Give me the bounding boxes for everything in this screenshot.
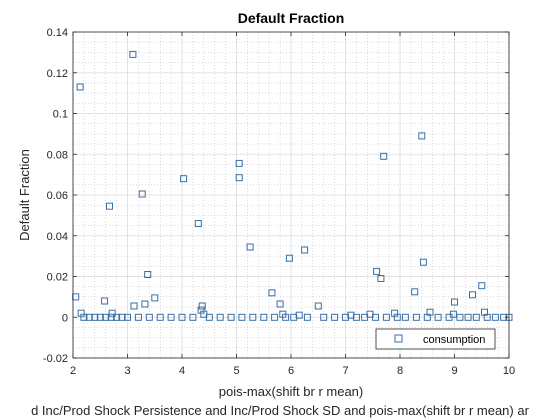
chart-title: Default Fraction (238, 10, 345, 26)
data-point (451, 298, 458, 306)
data-point (235, 174, 243, 182)
x-axis-ticks: 2 3 4 5 6 7 8 9 10 (70, 32, 515, 377)
data-point (124, 313, 131, 321)
data-point (352, 313, 360, 321)
y-axis-label: Default Fraction (17, 149, 32, 241)
data-point (456, 313, 464, 321)
x-tick-label: 6 (288, 365, 294, 377)
data-point (198, 302, 206, 310)
y-tick-label: 0 (62, 312, 68, 324)
data-point (303, 313, 311, 321)
y-tick-label: 0.14 (47, 27, 68, 39)
data-point (290, 313, 298, 321)
data-point (434, 313, 442, 321)
data-point (249, 313, 257, 321)
data-point (76, 83, 84, 91)
data-point (331, 313, 339, 321)
data-point (320, 313, 328, 321)
data-point (235, 159, 243, 167)
data-point (314, 302, 322, 310)
data-point (380, 152, 388, 160)
data-point (393, 313, 401, 321)
data-point (156, 313, 164, 321)
data-point (216, 313, 224, 321)
data-point (282, 313, 290, 321)
data-point (129, 50, 137, 58)
y-tick-label: 0.12 (47, 68, 68, 80)
y-tick-label: 0.02 (47, 272, 68, 284)
data-point (144, 271, 152, 278)
y-tick-label: 0.04 (47, 231, 68, 243)
data-point (96, 313, 104, 321)
data-point (412, 313, 420, 321)
data-point (373, 267, 381, 275)
data-point (141, 300, 149, 308)
y-tick-label: 0.08 (47, 149, 68, 161)
data-point (377, 275, 385, 282)
data-point (101, 297, 109, 305)
data-point (113, 313, 121, 321)
data-point (167, 313, 175, 321)
data-point (268, 289, 276, 297)
data-point (411, 288, 419, 296)
data-point (423, 313, 431, 321)
x-tick-label: 4 (179, 365, 185, 377)
data-point (464, 313, 472, 321)
data-point (134, 313, 142, 321)
data-point (271, 313, 279, 321)
data-point (469, 291, 476, 299)
x-axis-label: pois-max(shift br r mean) (219, 384, 363, 399)
data-point (145, 313, 153, 321)
data-point (361, 313, 369, 321)
data-point (401, 313, 409, 321)
legend-label-consumption: consumption (423, 334, 485, 346)
x-tick-label: 8 (397, 365, 403, 377)
y-tick-label: -0.02 (43, 353, 68, 365)
data-point (419, 258, 427, 266)
data-point (372, 313, 379, 321)
y-tick-label: 0.06 (47, 190, 68, 202)
figure-caption: d Inc/Prod Shock Persistence and Inc/Pro… (31, 403, 530, 418)
data-point (260, 313, 268, 321)
x-tick-label: 7 (342, 365, 348, 377)
data-point (472, 313, 480, 321)
data-point (382, 313, 390, 321)
data-points (72, 50, 513, 321)
x-tick-label: 2 (70, 365, 76, 377)
data-point (106, 202, 113, 210)
data-point (108, 309, 116, 317)
data-point (138, 190, 146, 198)
data-point (227, 313, 235, 321)
data-point (483, 313, 491, 321)
data-point (189, 313, 197, 321)
data-point (445, 313, 453, 321)
data-point (246, 243, 254, 251)
legend[interactable]: consumption (375, 328, 496, 350)
data-point (342, 313, 349, 321)
x-tick-label: 9 (451, 365, 457, 377)
y-axis-ticks: -0.02 0 0.02 0.04 0.06 0.08 0.1 0.12 0.14 (43, 27, 509, 365)
data-point (301, 246, 309, 254)
data-point (478, 282, 486, 290)
data-point (178, 313, 186, 321)
data-point (151, 294, 159, 302)
data-point (80, 313, 88, 321)
data-point (238, 313, 246, 321)
legend-marker-consumption (394, 334, 403, 343)
data-point (194, 220, 202, 227)
data-point (285, 254, 293, 262)
data-point (180, 175, 188, 183)
x-tick-label: 5 (233, 365, 239, 377)
data-point (491, 313, 499, 321)
data-point (205, 313, 213, 321)
data-point (107, 313, 115, 321)
y-tick-label: 0.1 (53, 109, 68, 121)
data-point (130, 302, 138, 310)
x-tick-label: 3 (124, 365, 130, 377)
x-tick-label: 10 (503, 365, 515, 377)
data-point (418, 132, 426, 140)
legend-box (375, 328, 496, 350)
data-point (276, 300, 284, 308)
